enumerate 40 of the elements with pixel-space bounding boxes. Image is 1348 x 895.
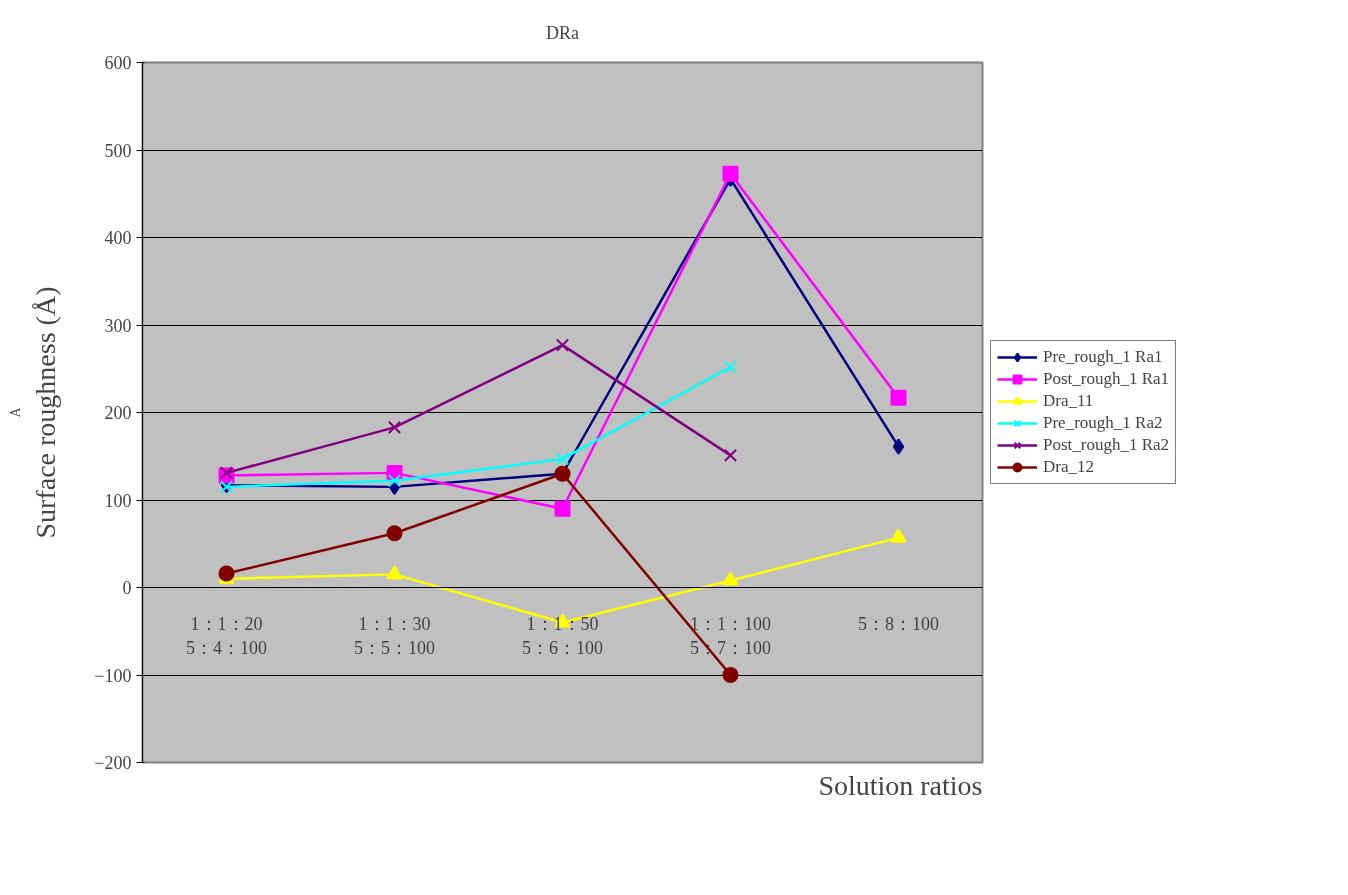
point xyxy=(892,438,905,455)
legend-label: Pre_rough_1 Ra1 xyxy=(1043,347,1163,367)
y-tick-label: 200 xyxy=(104,403,132,423)
x-axis-title: Solution ratios xyxy=(818,769,983,801)
point xyxy=(387,420,402,435)
legend-label: Post_rough_1 Ra2 xyxy=(1043,435,1170,455)
legend-label: Pre_rough_1 Ra2 xyxy=(1043,413,1163,433)
point xyxy=(554,500,571,517)
chart-title: DRa xyxy=(546,22,580,43)
x-tick-label: 5：8：100 xyxy=(858,613,939,634)
legend-label: Dra_11 xyxy=(1043,391,1094,411)
point xyxy=(555,452,570,466)
y-tick-label: −200 xyxy=(94,753,132,773)
y-tick-label: 100 xyxy=(104,490,132,511)
x-tick-label: 1：1：20 5：4：100 xyxy=(186,613,267,658)
legend-label: Post_rough_1 Ra1 xyxy=(1043,369,1170,389)
y-tick-label: 400 xyxy=(104,228,132,248)
point xyxy=(219,466,234,480)
point xyxy=(722,571,739,586)
y-axis-title: Surface roughness (Å) xyxy=(30,286,62,539)
text: A xyxy=(7,406,23,418)
point xyxy=(722,165,739,182)
point xyxy=(723,360,738,374)
y-tick-label: −100 xyxy=(94,665,132,686)
point xyxy=(386,565,403,580)
legend-label: Dra_12 xyxy=(1043,457,1094,477)
y-tick-label: 0 xyxy=(122,578,132,598)
point xyxy=(722,667,739,683)
point xyxy=(387,474,402,488)
y-tick-label: 300 xyxy=(104,315,132,336)
point xyxy=(386,525,403,542)
point xyxy=(723,448,738,463)
x-tick-label: 1：1：30 5：5：100 xyxy=(354,613,435,658)
point xyxy=(890,389,907,406)
x-tick-label: 1：1：100 5：7：100 xyxy=(690,613,771,658)
point xyxy=(890,528,907,543)
point xyxy=(555,338,570,352)
y-tick-label: 500 xyxy=(104,140,132,161)
y-tick-label: 600 xyxy=(104,53,132,73)
point xyxy=(218,565,235,582)
